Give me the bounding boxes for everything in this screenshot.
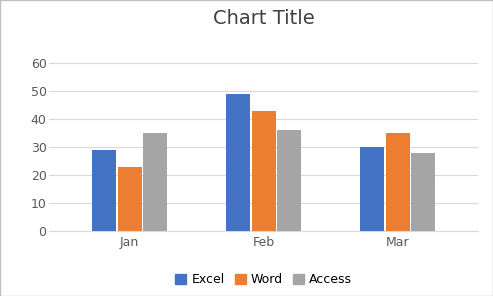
Bar — [143, 133, 167, 231]
Bar — [360, 147, 385, 231]
Title: Chart Title: Chart Title — [213, 9, 315, 28]
Bar — [92, 150, 116, 231]
Bar — [118, 167, 142, 231]
Bar — [252, 111, 276, 231]
Legend: Excel, Word, Access: Excel, Word, Access — [170, 268, 357, 291]
Bar — [226, 94, 250, 231]
Bar — [386, 133, 410, 231]
Bar — [277, 131, 301, 231]
Bar — [411, 153, 435, 231]
